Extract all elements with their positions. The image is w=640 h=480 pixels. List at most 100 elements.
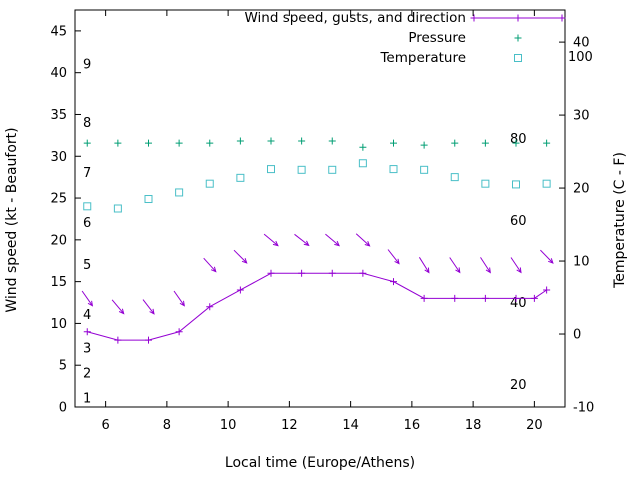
legend-sample-wind-marker bbox=[558, 14, 566, 22]
pressure-point bbox=[328, 137, 336, 145]
temperature-point bbox=[113, 204, 122, 213]
y-right-axis-title: Temperature (C - F) bbox=[612, 152, 628, 289]
gust-direction-arrow bbox=[418, 257, 430, 274]
temperature-point bbox=[358, 159, 367, 168]
pressure-scale-label: 60 bbox=[510, 214, 527, 229]
y-right-tick-label: 0 bbox=[573, 328, 581, 343]
pressure-point bbox=[359, 143, 367, 151]
pressure-point bbox=[83, 139, 91, 147]
gust-direction-arrow bbox=[233, 249, 248, 264]
legend-sample-pressure-marker bbox=[514, 34, 522, 42]
y-right-tick-label: 20 bbox=[573, 182, 590, 197]
beaufort-scale-label: 5 bbox=[83, 258, 91, 273]
pressure-point bbox=[481, 139, 489, 147]
temperature-point bbox=[175, 188, 184, 197]
x-tick-label: 20 bbox=[526, 418, 543, 433]
wind-speed-point bbox=[114, 336, 122, 344]
gust-direction-arrow bbox=[480, 257, 491, 274]
y-left-tick-label: 20 bbox=[50, 233, 67, 248]
temperature-point bbox=[389, 165, 398, 174]
legend-sample-wind-marker bbox=[514, 14, 522, 22]
wind-speed-point bbox=[236, 286, 244, 294]
wind-speed-point bbox=[420, 294, 428, 302]
pressure-point bbox=[420, 141, 428, 149]
wind-speed-point bbox=[267, 269, 275, 277]
x-tick-label: 18 bbox=[465, 418, 482, 433]
y-right-tick-label: -10 bbox=[573, 401, 594, 416]
beaufort-scale-label: 2 bbox=[83, 367, 91, 382]
gust-direction-arrow bbox=[173, 290, 185, 307]
y-left-tick-label: 45 bbox=[50, 24, 67, 39]
gust-direction-arrow bbox=[449, 257, 461, 274]
wind-speed-point bbox=[145, 336, 152, 344]
pressure-scale-label: 20 bbox=[510, 378, 527, 393]
pressure-point bbox=[298, 137, 306, 145]
wind-speed-point bbox=[512, 294, 520, 302]
temperature-point bbox=[236, 173, 245, 182]
wind-speed-point bbox=[481, 294, 489, 302]
pressure-scale-label: 100 bbox=[568, 50, 593, 65]
plot-border bbox=[74, 9, 566, 408]
beaufort-scale-label: 6 bbox=[83, 216, 91, 231]
beaufort-scale-label: 7 bbox=[83, 166, 91, 181]
pressure-scale-label: 40 bbox=[510, 296, 527, 311]
gust-direction-arrow bbox=[142, 299, 155, 315]
gust-direction-arrow bbox=[355, 233, 371, 247]
wind-speed-point bbox=[83, 328, 91, 336]
wind-speed-line bbox=[87, 272, 547, 341]
y-left-tick-label: 10 bbox=[50, 317, 67, 332]
y-left-tick-label: 15 bbox=[50, 275, 67, 290]
wind-speed-point bbox=[359, 269, 367, 277]
gust-direction-arrow bbox=[325, 233, 340, 247]
temperature-point bbox=[542, 179, 551, 188]
x-tick-label: 8 bbox=[163, 418, 171, 433]
wind-speed-point bbox=[206, 303, 214, 311]
y-right-tick-label: 10 bbox=[573, 255, 590, 270]
legend-label-temperature: Temperature bbox=[379, 50, 466, 66]
y-right-tick-label: 30 bbox=[573, 109, 590, 124]
temperature-point bbox=[420, 165, 429, 174]
y-left-tick-label: 30 bbox=[50, 150, 67, 165]
pressure-point bbox=[206, 139, 214, 147]
x-tick-label: 16 bbox=[404, 418, 421, 433]
wind-speed-point bbox=[530, 294, 538, 302]
pressure-point bbox=[175, 139, 183, 147]
wind-speed-point bbox=[298, 269, 306, 277]
legend-label-wind: Wind speed, gusts, and direction bbox=[244, 10, 466, 26]
x-tick-label: 6 bbox=[101, 418, 109, 433]
x-axis-title: Local time (Europe/Athens) bbox=[225, 455, 415, 471]
y-right-tick-label: 40 bbox=[573, 36, 590, 51]
temperature-point bbox=[450, 173, 459, 182]
gust-direction-arrow bbox=[540, 249, 554, 264]
gust-direction-arrow bbox=[203, 257, 217, 273]
temperature-point bbox=[328, 165, 337, 174]
temperature-point bbox=[83, 202, 92, 211]
pressure-point bbox=[451, 139, 459, 147]
pressure-point bbox=[114, 139, 122, 147]
gust-direction-arrow bbox=[81, 290, 94, 307]
wind-speed-point bbox=[451, 294, 459, 302]
y-left-tick-label: 25 bbox=[50, 192, 67, 207]
pressure-scale-label: 80 bbox=[510, 132, 527, 147]
gust-direction-arrow bbox=[294, 233, 310, 247]
beaufort-scale-label: 3 bbox=[83, 341, 91, 356]
gust-direction-arrow bbox=[263, 233, 279, 247]
y-left-tick-label: 35 bbox=[50, 108, 67, 123]
temperature-point bbox=[512, 180, 520, 189]
x-tick-label: 14 bbox=[342, 418, 359, 433]
temperature-point bbox=[205, 179, 214, 188]
beaufort-scale-label: 8 bbox=[83, 116, 91, 131]
gust-direction-arrow bbox=[111, 299, 125, 315]
y-left-tick-label: 40 bbox=[50, 66, 67, 81]
gust-direction-arrow bbox=[510, 257, 522, 274]
y-left-axis-title: Wind speed (kt - Beaufort) bbox=[4, 127, 20, 312]
wind-speed-point bbox=[175, 328, 183, 336]
pressure-point bbox=[267, 137, 275, 145]
temperature-point bbox=[267, 165, 275, 174]
y-left-tick-label: 0 bbox=[59, 401, 67, 416]
pressure-point bbox=[390, 139, 397, 147]
pressure-point bbox=[543, 139, 551, 147]
wind-speed-point bbox=[328, 269, 336, 277]
